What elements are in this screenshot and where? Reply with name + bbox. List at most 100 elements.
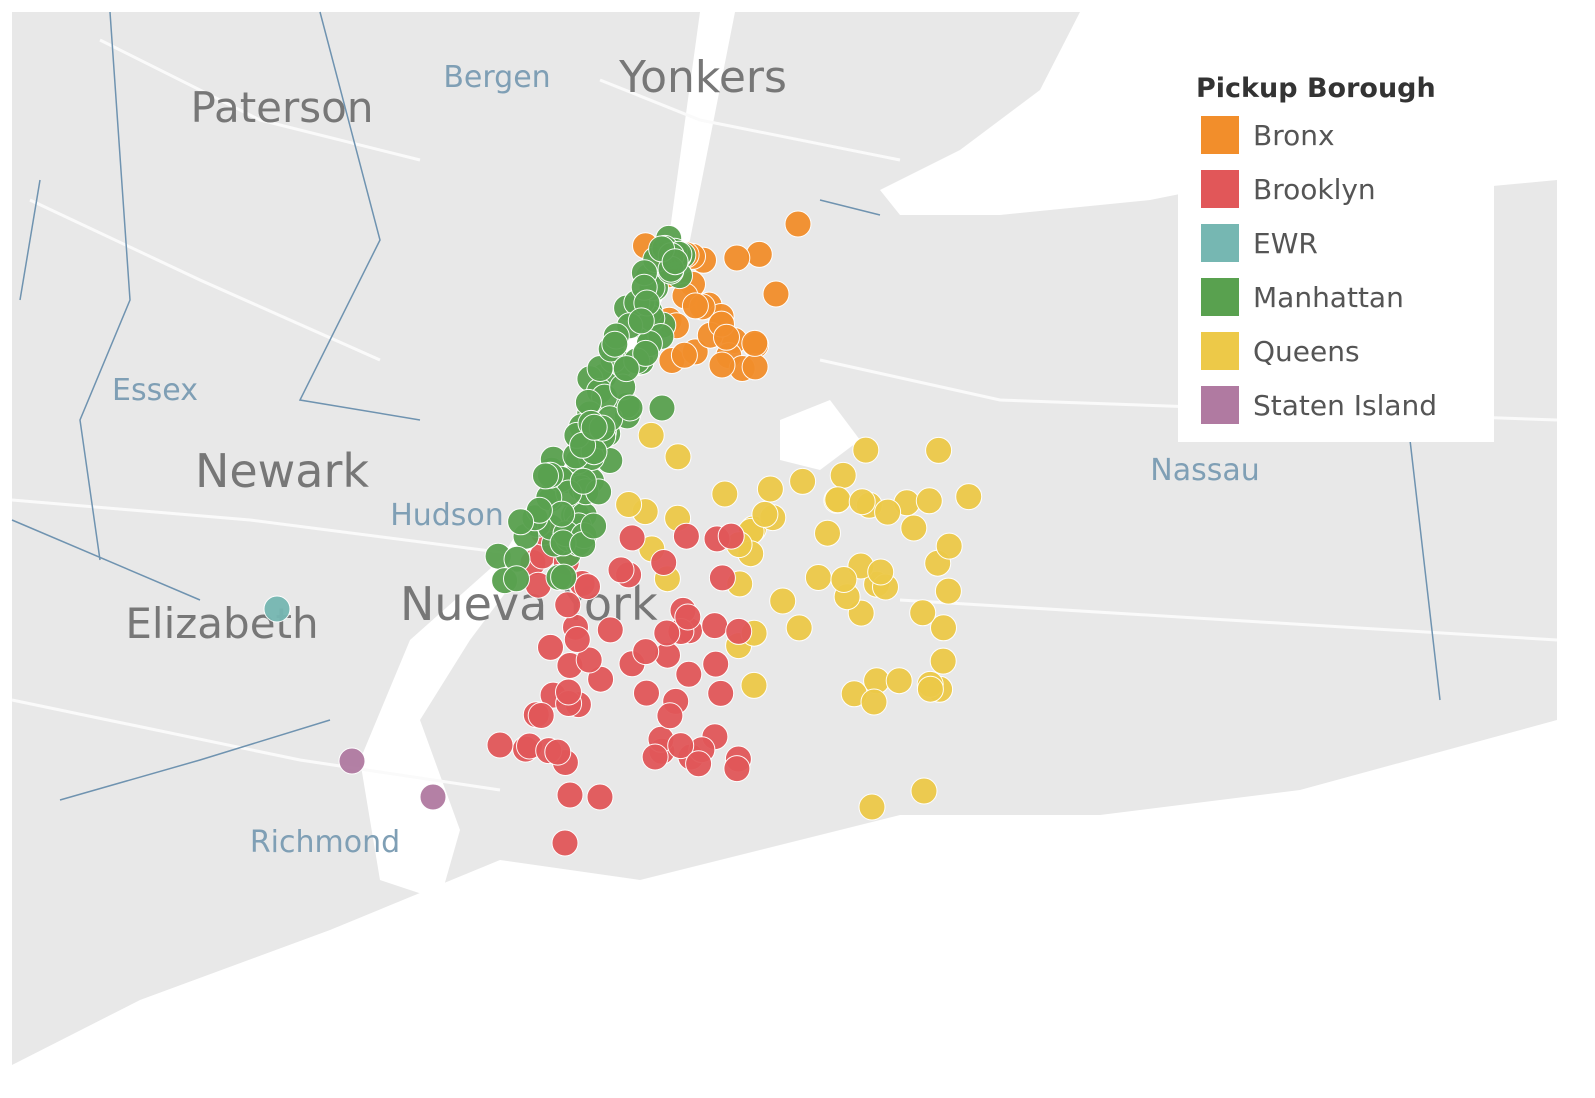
pickup-point [551,829,579,857]
pickup-point [674,603,702,631]
pickup-point [915,487,943,515]
pickup-point [263,595,291,623]
pickup-point [814,519,841,547]
pickup-point [615,491,643,518]
pickup-point [885,667,913,695]
map-label: Nassau [1150,453,1259,488]
pickup-point [910,777,938,805]
pickup-point [929,647,957,675]
pickup-point [860,688,888,716]
map-label: Hudson [390,498,504,533]
legend-label: EWR [1253,227,1318,260]
pickup-point [544,738,572,766]
legend-label: Bronx [1253,119,1335,152]
pickup-point [556,781,584,809]
pickup-point [507,508,535,536]
pickup-point [874,498,902,526]
pickup-point [616,394,644,422]
pickup-point [935,532,963,560]
pickup-point [925,436,953,464]
pickup-point [532,462,559,490]
pickup-point [580,512,608,540]
pickup-point [632,339,660,367]
pickup-point [934,577,962,605]
pickup-point [637,421,665,449]
pickup-point [664,443,692,471]
pickup-point [824,486,852,514]
legend-swatch [1201,170,1239,208]
legend-label: Staten Island [1253,389,1437,422]
pickup-point [701,612,729,640]
pickup-point [916,675,944,703]
pickup-point [804,564,832,591]
pickup-point [852,436,880,464]
pickup-point [930,614,957,642]
legend-swatch [1201,278,1239,316]
legend-label: Queens [1253,335,1360,368]
pickup-point [627,307,655,335]
legend: Pickup Borough Bronx Brooklyn EWR Manhattan… [1178,68,1494,442]
pickup-point [723,244,751,272]
pickup-point [537,633,564,661]
water [360,12,735,900]
pickup-point [741,353,769,381]
pickup-point [550,563,578,591]
legend-title: Pickup Borough [1196,73,1436,104]
pickup-point [548,500,576,528]
pickup-point [717,522,745,550]
pickup-point [667,732,695,760]
pickup-point [955,483,983,511]
pickup-point [723,755,751,783]
pickup-point [661,248,689,276]
pickup-point [900,514,928,542]
pickup-point [670,341,698,369]
pickup-point [653,619,681,647]
pickup-point [708,351,736,379]
pickup-point [745,240,773,268]
pickup-point [685,750,713,778]
pickup-point [555,678,582,706]
pickup-point [711,480,739,508]
map-label: Bergen [443,60,550,95]
pickup-point [858,793,886,821]
pickup-point [563,626,591,653]
map-labels: Bergen Yonkers Paterson Essex Newark Hud… [112,52,1260,860]
pickup-point [784,210,812,238]
pickup-point [419,783,447,811]
legend-swatch [1201,386,1239,424]
pickup-point [789,467,817,495]
pickup-point [848,488,876,516]
pickup-point [702,650,730,678]
map-label: Paterson [191,83,374,132]
pickup-point [527,702,555,729]
legend-swatch [1201,332,1239,370]
pickup-point [751,500,779,528]
water [12,720,1557,1065]
pickup-point [656,702,684,730]
pickup-point [741,329,769,357]
pickup-point [596,616,624,644]
pickup-point [681,292,709,320]
pickup-point [554,591,582,619]
pickup-point [633,679,660,707]
pickup-point [601,330,629,358]
map-label: Yonkers [618,52,787,103]
pickup-point [618,524,646,552]
pickup-point [338,747,366,775]
pickup-point [867,558,895,586]
legend-label: Brooklyn [1253,173,1376,206]
pickup-point [725,617,753,645]
pickup-point [672,522,700,550]
legend-label: Manhattan [1253,281,1404,314]
pickup-point [830,566,858,593]
pickup-point [675,660,703,688]
legend-swatch [1201,224,1239,262]
pickup-point [641,743,669,771]
points [263,210,983,857]
pickup-point [769,587,797,615]
pickup-point [575,646,603,674]
pickup-point [569,467,597,495]
pickup-point [762,280,790,308]
legend-swatch [1201,116,1239,154]
